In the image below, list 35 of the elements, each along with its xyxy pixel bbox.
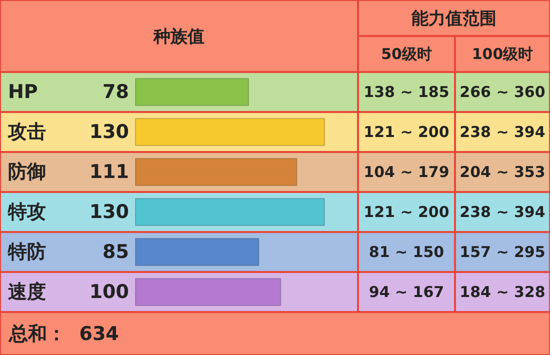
y-tick-label: 特防 xyxy=(7,241,46,263)
table-cell: 138 ~ 185 xyxy=(358,72,455,112)
data-label: 78 xyxy=(102,81,129,103)
table-cell: 238 ~ 394 xyxy=(455,192,550,232)
y-tick-label: 速度 xyxy=(8,281,46,303)
table-cell: 121 ~ 200 xyxy=(358,192,455,232)
data-label: 100 xyxy=(89,281,129,303)
bar xyxy=(135,198,325,226)
data-label: 85 xyxy=(102,241,129,263)
table-cell: 50级时 xyxy=(358,36,455,72)
table-cell: 81 ~ 150 xyxy=(358,232,455,272)
table-cell: 266 ~ 360 xyxy=(455,72,550,112)
y-tick-label: 防御 xyxy=(8,161,46,183)
table-cell: 100级时 xyxy=(455,36,550,72)
table-cell: 104 ~ 179 xyxy=(358,152,455,192)
data-label: 130 xyxy=(89,201,129,223)
table-cell: 121 ~ 200 xyxy=(358,112,455,152)
y-tick-label: HP xyxy=(8,81,38,103)
bar xyxy=(135,278,282,306)
table-cell: 204 ~ 353 xyxy=(455,152,550,192)
table-cell: 157 ~ 295 xyxy=(455,232,550,272)
table-cell: 238 ~ 394 xyxy=(455,112,550,152)
table-cell: 184 ~ 328 xyxy=(455,272,550,312)
bar xyxy=(135,158,298,186)
data-label: 111 xyxy=(89,161,129,183)
bar xyxy=(135,78,249,106)
data-label: 130 xyxy=(89,121,129,143)
y-tick-label: 攻击 xyxy=(7,121,46,143)
bar xyxy=(135,238,260,266)
table-cell: 种族值 xyxy=(0,0,358,72)
y-tick-label: 特攻 xyxy=(7,201,46,223)
text: 总和： 634 xyxy=(0,312,550,355)
table-cell: 能力值范围 xyxy=(358,0,550,36)
table-cell: 94 ~ 167 xyxy=(358,272,455,312)
bar xyxy=(135,118,325,146)
